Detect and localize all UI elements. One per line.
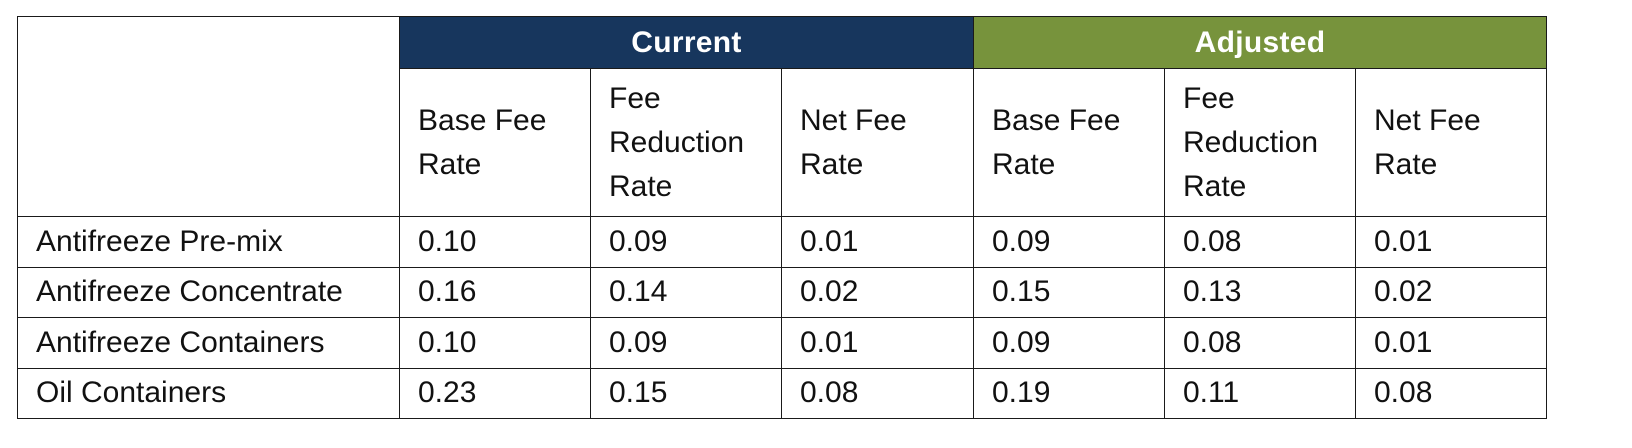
column-header-row: Base Fee Rate Fee Reduction Rate Net Fee Rat… <box>18 68 1547 217</box>
cell-value: 0.01 <box>1355 216 1547 268</box>
table-row: Antifreeze Pre-mix 0.10 0.09 0.01 0.09 0… <box>17 216 1547 268</box>
cell-value: 0.09 <box>590 317 782 369</box>
column-header-current-fee-reduction-rate: Fee Reduction Rate <box>590 68 782 217</box>
cell-value: 0.01 <box>781 216 974 268</box>
cell-value: 0.19 <box>973 367 1165 419</box>
cell-value: 0.08 <box>1164 216 1356 268</box>
cell-value: 0.16 <box>399 266 591 318</box>
group-header-row: Current Adjusted <box>17 16 1547 217</box>
column-header-adjusted-base-fee-rate: Base Fee Rate <box>973 68 1165 217</box>
column-header-adjusted-fee-reduction-rate: Fee Reduction Rate <box>1164 68 1356 217</box>
column-header-current-net-fee-rate: Net Fee Rate <box>781 68 974 217</box>
cell-value: 0.01 <box>781 317 974 369</box>
row-label: Antifreeze Pre-mix <box>17 216 400 268</box>
cell-value: 0.02 <box>781 266 974 318</box>
row-label: Antifreeze Concentrate <box>17 266 400 318</box>
column-header-current-base-fee-rate: Base Fee Rate <box>399 68 591 217</box>
fee-rate-table: Current Adjusted Base Fee Rate Fee Reducti… <box>17 16 1547 419</box>
cell-value: 0.09 <box>973 216 1165 268</box>
cell-value: 0.15 <box>973 266 1165 318</box>
cell-value: 0.08 <box>781 367 974 419</box>
cell-value: 0.13 <box>1164 266 1356 318</box>
table-row: Antifreeze Containers 0.10 0.09 0.01 0.0… <box>17 317 1547 369</box>
cell-value: 0.15 <box>590 367 782 419</box>
cell-value: 0.09 <box>590 216 782 268</box>
group-header-adjusted: Adjusted <box>973 16 1547 69</box>
table-row: Antifreeze Concentrate 0.16 0.14 0.02 0.… <box>17 266 1547 318</box>
cell-value: 0.09 <box>973 317 1165 369</box>
table-row: Oil Containers 0.23 0.15 0.08 0.19 0.11 … <box>17 367 1547 419</box>
column-header-adjusted-net-fee-rate: Net Fee Rate <box>1355 68 1547 217</box>
cell-value: 0.14 <box>590 266 782 318</box>
row-label: Oil Containers <box>17 367 400 419</box>
cell-value: 0.08 <box>1164 317 1356 369</box>
cell-value: 0.11 <box>1164 367 1356 419</box>
cell-value: 0.02 <box>1355 266 1547 318</box>
cell-value: 0.01 <box>1355 317 1547 369</box>
group-header-current: Current <box>399 16 974 69</box>
cell-value: 0.23 <box>399 367 591 419</box>
cell-value: 0.10 <box>399 216 591 268</box>
row-label: Antifreeze Containers <box>17 317 400 369</box>
corner-cell <box>17 16 400 217</box>
cell-value: 0.10 <box>399 317 591 369</box>
cell-value: 0.08 <box>1355 367 1547 419</box>
